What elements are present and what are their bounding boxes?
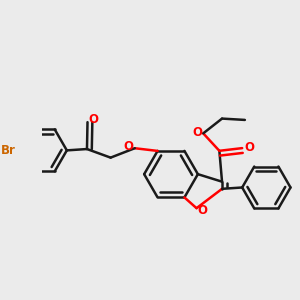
Text: O: O: [244, 141, 254, 154]
Text: Br: Br: [0, 144, 15, 157]
Text: O: O: [89, 113, 99, 126]
Text: O: O: [198, 204, 208, 217]
Text: O: O: [192, 126, 203, 139]
Text: O: O: [123, 140, 133, 153]
